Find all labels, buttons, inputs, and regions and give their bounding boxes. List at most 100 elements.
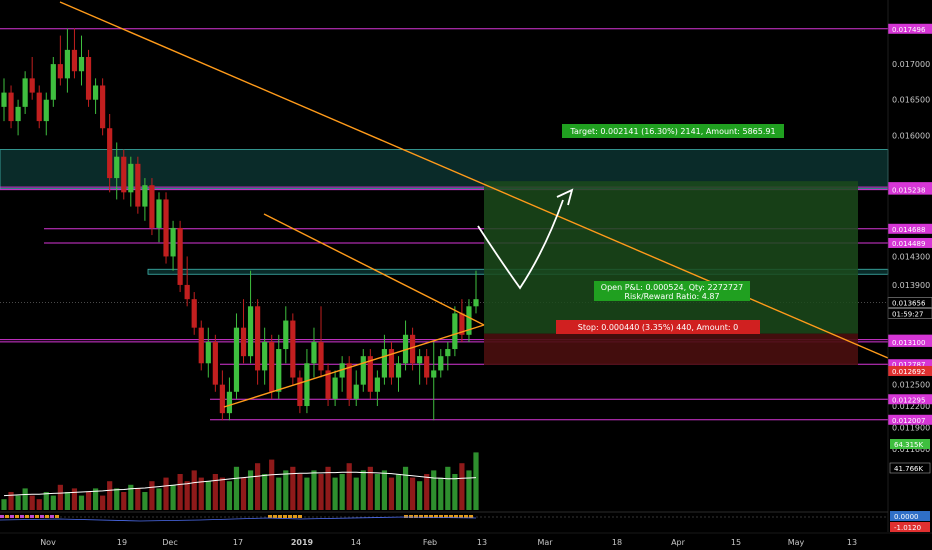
candle-body bbox=[100, 85, 106, 129]
candle-body bbox=[290, 320, 296, 378]
price-tag-label: 0.014688 bbox=[892, 226, 925, 234]
volume-bar bbox=[156, 488, 162, 510]
candle-body bbox=[163, 199, 169, 257]
volume-bar bbox=[163, 477, 169, 510]
volume-bar bbox=[381, 470, 388, 510]
volume-bar bbox=[255, 463, 261, 510]
osc-mark bbox=[10, 515, 14, 518]
candle-body bbox=[353, 384, 359, 399]
candle-body bbox=[233, 327, 240, 392]
osc-mark bbox=[25, 515, 29, 518]
volume-bar bbox=[276, 477, 282, 510]
osc-mark bbox=[0, 515, 4, 518]
candle-body bbox=[247, 306, 254, 357]
candle-body bbox=[184, 284, 190, 300]
volume-bar bbox=[466, 470, 472, 510]
volume-bar bbox=[219, 477, 225, 510]
volume-bar bbox=[78, 495, 85, 510]
time-axis[interactable]: Nov 19 Dec 17 2019 14 Feb 13 Mar 18 Apr 15 May 13 bbox=[0, 532, 932, 547]
volume-bar bbox=[431, 470, 437, 510]
osc-mark bbox=[50, 515, 54, 518]
price-tick-label: 0.012500 bbox=[892, 381, 930, 390]
stop-label: Stop: 0.000440 (3.35%) 440, Amount: 0 bbox=[578, 323, 738, 332]
pnl-label: Open P&L: 0.000524, Qty: 2272727 bbox=[601, 283, 743, 292]
volume-bar bbox=[36, 499, 42, 510]
volume-bar bbox=[50, 495, 56, 510]
target-zone bbox=[484, 181, 858, 334]
osc-mark bbox=[40, 515, 44, 518]
volume-bar bbox=[226, 481, 233, 510]
volume-bar bbox=[346, 463, 352, 510]
candle-body bbox=[388, 349, 395, 378]
volume-bar bbox=[85, 492, 92, 510]
osc-mark bbox=[444, 515, 448, 518]
volume-bar bbox=[142, 492, 148, 510]
price-axis[interactable]: 0.017000 0.016500 0.016000 0.014300 0.013900… bbox=[887, 0, 932, 532]
candle-body bbox=[135, 163, 141, 207]
volume-bar bbox=[304, 477, 310, 510]
volume-bar bbox=[395, 474, 402, 510]
volume-bar bbox=[459, 463, 465, 510]
osc-mark bbox=[15, 515, 19, 518]
volume-bar bbox=[198, 477, 204, 510]
candle-body bbox=[431, 370, 437, 378]
candle-body bbox=[360, 356, 366, 385]
candle-body bbox=[50, 64, 56, 100]
position-tool[interactable] bbox=[484, 181, 858, 365]
osc-mark bbox=[283, 515, 287, 518]
price-tick-label: 0.014300 bbox=[892, 252, 930, 261]
candle-body bbox=[114, 156, 120, 179]
volume-bar bbox=[212, 474, 218, 510]
candle-body bbox=[71, 49, 78, 72]
price-tag-label: 0.013100 bbox=[892, 339, 925, 347]
osc-mark bbox=[459, 515, 463, 518]
volume-bar bbox=[191, 470, 197, 510]
candle-body bbox=[205, 341, 211, 364]
candle-body bbox=[177, 227, 183, 285]
time-tick-label: May bbox=[788, 538, 805, 547]
volume-bar bbox=[114, 488, 120, 510]
time-tick-label: 19 bbox=[117, 538, 127, 547]
price-tick-label: 0.017000 bbox=[892, 60, 930, 69]
candle-body bbox=[212, 341, 218, 385]
stop-zone bbox=[484, 333, 858, 365]
volume-bar bbox=[1, 499, 7, 510]
price-tag-bg bbox=[888, 23, 932, 34]
time-tick-label: Mar bbox=[537, 538, 553, 547]
volume-bar bbox=[388, 477, 395, 510]
volume-bar bbox=[240, 477, 247, 510]
osc-mark bbox=[454, 515, 458, 518]
volume-bar bbox=[135, 488, 141, 510]
osc-mark bbox=[55, 515, 59, 518]
volume-bar bbox=[205, 481, 211, 510]
volume-bar bbox=[325, 466, 331, 510]
oscillator-tag-label: 0.0000 bbox=[894, 513, 919, 521]
candle-body bbox=[107, 128, 113, 179]
candle-body bbox=[226, 391, 233, 414]
candle-body bbox=[473, 299, 479, 307]
volume-bar bbox=[262, 474, 268, 510]
osc-mark bbox=[288, 515, 292, 518]
time-tick-label: Apr bbox=[671, 538, 686, 547]
osc-mark bbox=[469, 515, 473, 518]
volume-bar bbox=[22, 488, 28, 510]
volume-bar bbox=[283, 470, 289, 510]
osc-mark bbox=[409, 515, 413, 518]
volume-bar bbox=[402, 466, 409, 510]
candle-body bbox=[15, 106, 21, 122]
osc-mark bbox=[45, 515, 49, 518]
candle-body bbox=[395, 363, 402, 378]
volume-bar bbox=[438, 477, 444, 510]
volume-bar bbox=[318, 474, 324, 510]
time-tick-label: Dec bbox=[162, 538, 177, 547]
candle-body bbox=[276, 349, 282, 392]
volume-tag-label: 41.766K bbox=[894, 465, 923, 473]
time-tick-label: 14 bbox=[351, 538, 361, 547]
volume-pane bbox=[1, 452, 479, 510]
price-tag-bg bbox=[888, 184, 932, 195]
volume-bar bbox=[290, 466, 296, 510]
price-tag-label: 0.017496 bbox=[892, 26, 926, 34]
oscillator-tag-bg bbox=[890, 511, 930, 521]
